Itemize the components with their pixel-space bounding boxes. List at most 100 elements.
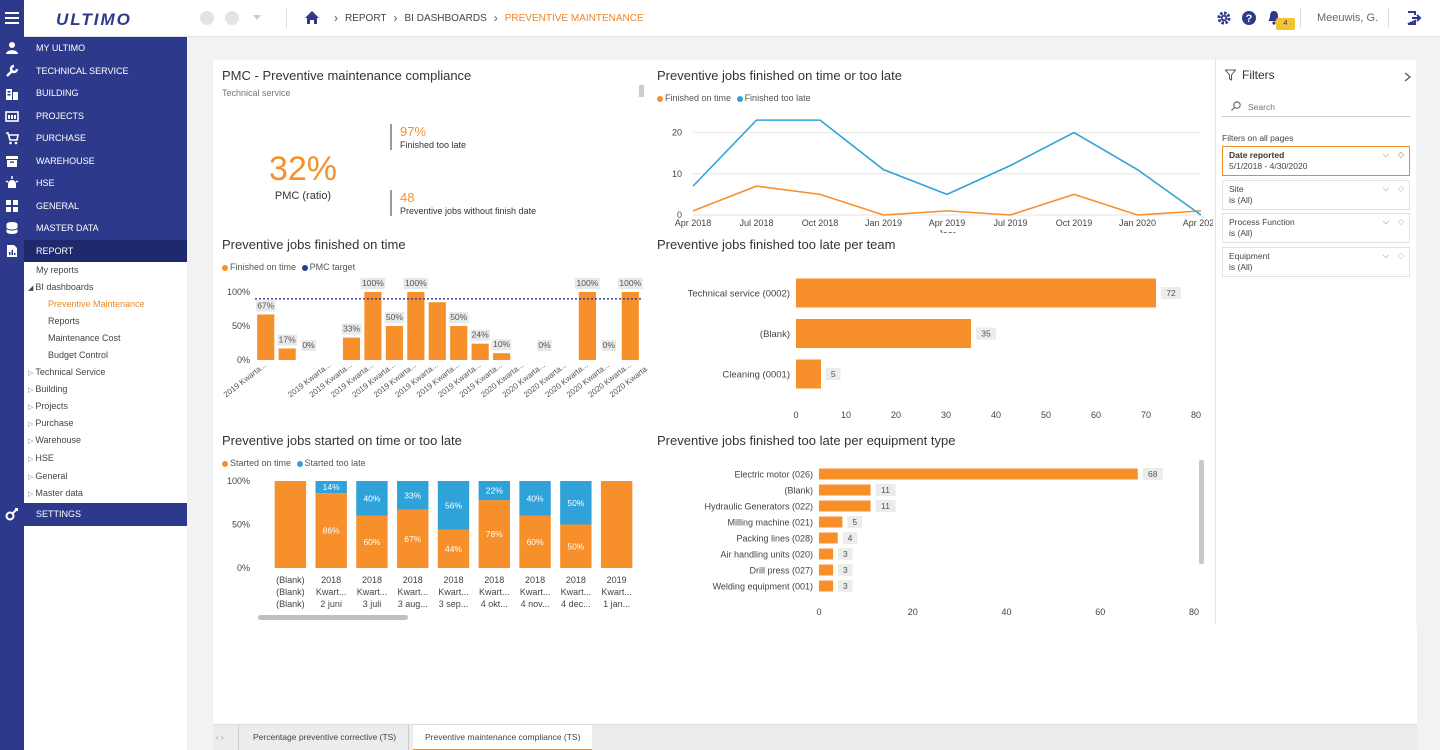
- data-label-bg[interactable]: [448, 312, 469, 323]
- bar[interactable]: [385, 326, 403, 360]
- data-label-bg[interactable]: [384, 312, 405, 323]
- grid-icon[interactable]: [5, 199, 19, 213]
- app-logo[interactable]: ULTIMO: [56, 10, 132, 29]
- stacked-segment[interactable]: [356, 481, 388, 516]
- stacked-segment[interactable]: [519, 515, 551, 568]
- filter-card-equipment[interactable]: Equipment is (All) ⌵ ◇: [1222, 247, 1410, 277]
- stacked-segment[interactable]: [560, 524, 592, 569]
- data-label-bg[interactable]: [617, 278, 643, 289]
- help-icon[interactable]: ?: [1241, 10, 1257, 26]
- breadcrumb-item-report[interactable]: REPORT: [345, 12, 387, 24]
- data-label-bg[interactable]: [601, 340, 617, 351]
- history-dropdown-icon[interactable]: [253, 15, 261, 21]
- stacked-segment[interactable]: [478, 500, 510, 568]
- legend-entry-finished-on-time[interactable]: Finished on time: [230, 262, 297, 272]
- building-icon[interactable]: [5, 86, 19, 100]
- bar[interactable]: [819, 468, 1138, 480]
- filter-card-process-function[interactable]: Process Function is (All) ⌵ ◇: [1222, 213, 1410, 243]
- filter-card-date-reported[interactable]: Date reported 5/1/2018 - 4/30/2020 ⌵ ◇: [1222, 146, 1410, 176]
- data-label-bg[interactable]: [838, 548, 853, 560]
- nav-sub-building[interactable]: ▷ Building: [28, 381, 67, 399]
- data-label-bg[interactable]: [537, 340, 552, 351]
- data-label-bg[interactable]: [875, 484, 896, 496]
- stacked-segment[interactable]: [397, 509, 429, 568]
- wrench-icon[interactable]: [5, 64, 19, 78]
- data-label-bg[interactable]: [574, 278, 600, 289]
- data-label-bg[interactable]: [277, 334, 297, 346]
- stacked-segment[interactable]: [560, 481, 592, 525]
- team-bar-chart[interactable]: Technical service (0002) 72 (Blank) 35 Clean…: [653, 260, 1213, 425]
- settings-icon[interactable]: [5, 507, 19, 521]
- eraser-icon[interactable]: ◇: [1397, 217, 1404, 226]
- prev-tab-icon[interactable]: ‹: [216, 733, 219, 742]
- projects-icon[interactable]: [5, 109, 19, 123]
- data-label-bg[interactable]: [301, 340, 316, 351]
- nav-item-general[interactable]: GENERAL: [24, 194, 187, 217]
- legend-entry-started-on-time[interactable]: Started on time: [230, 458, 292, 468]
- data-label-bg[interactable]: [826, 368, 841, 380]
- hse-icon[interactable]: [5, 176, 19, 190]
- stacked-segment[interactable]: [397, 481, 429, 510]
- nav-sub-general[interactable]: ▷ General: [28, 468, 67, 486]
- filter-search-input[interactable]: [1248, 99, 1398, 114]
- nav-sub-master-data[interactable]: ▷ Master data: [28, 485, 83, 503]
- nav-item-warehouse[interactable]: WAREHOUSE: [24, 149, 187, 172]
- data-label-bg[interactable]: [1161, 287, 1181, 299]
- next-tab-icon[interactable]: ›: [220, 733, 224, 742]
- tab-scroll-arrows[interactable]: ‹ ›: [213, 725, 239, 750]
- stacked-segment[interactable]: [478, 481, 510, 501]
- eraser-icon[interactable]: ◇: [1397, 184, 1404, 193]
- report-icon[interactable]: [5, 244, 19, 258]
- legend-entry-started-too-late[interactable]: Started too late: [304, 458, 366, 468]
- stacked-segment[interactable]: [274, 481, 307, 568]
- tab-percentage-preventive-corrective[interactable]: Percentage preventive corrective (TS): [241, 725, 410, 750]
- user-icon[interactable]: [5, 41, 19, 55]
- nav-sub-maintenance-cost[interactable]: Maintenance Cost: [48, 333, 121, 343]
- stacked-segment[interactable]: [437, 481, 470, 530]
- bar[interactable]: [819, 580, 834, 592]
- bar[interactable]: [819, 484, 871, 496]
- legend-entry-finished-on-time[interactable]: Finished on time: [665, 93, 732, 103]
- data-label-bg[interactable]: [491, 339, 512, 351]
- series-line-0[interactable]: [692, 185, 1202, 216]
- eraser-icon[interactable]: ◇: [1397, 251, 1404, 260]
- filter-search-box[interactable]: [1222, 97, 1410, 117]
- kpi-scrollbar[interactable]: [639, 85, 644, 97]
- chevron-down-icon[interactable]: ⌵: [1382, 251, 1389, 260]
- nav-sub-projects[interactable]: ▷ Projects: [28, 398, 68, 416]
- data-label-bg[interactable]: [470, 329, 490, 341]
- nav-sub-purchase[interactable]: ▷ Purchase: [28, 415, 73, 433]
- bar[interactable]: [342, 337, 361, 360]
- home-icon[interactable]: [304, 10, 320, 25]
- nav-sub-bi-dashboards[interactable]: ◢ BI dashboards: [28, 279, 93, 297]
- menu-button[interactable]: [0, 0, 24, 37]
- bar[interactable]: [450, 326, 468, 360]
- vertical-scrollbar[interactable]: [1199, 460, 1204, 564]
- logout-icon[interactable]: [1406, 10, 1422, 26]
- bar[interactable]: [364, 292, 382, 360]
- bar[interactable]: [493, 353, 511, 360]
- stacked-segment[interactable]: [315, 481, 347, 494]
- nav-item-projects[interactable]: PROJECTS: [24, 104, 187, 127]
- nav-sub-technical-service[interactable]: ▷ Technical Service: [28, 364, 105, 382]
- nav-sub-warehouse[interactable]: ▷ Warehouse: [28, 432, 81, 450]
- data-label-bg[interactable]: [838, 580, 853, 592]
- bar[interactable]: [819, 516, 843, 528]
- bar[interactable]: [819, 564, 834, 576]
- bar[interactable]: [471, 343, 489, 360]
- data-label-bg[interactable]: [838, 564, 853, 576]
- nav-item-report[interactable]: REPORT: [24, 239, 187, 262]
- bar[interactable]: [257, 314, 275, 360]
- started-stacked-chart[interactable]: 0% 50% 100% (Blank) (Blank) (Blank) 86% 14% 2018…: [213, 472, 648, 622]
- stacked-segment[interactable]: [437, 529, 470, 568]
- legend-entry-finished-too-late[interactable]: Finished too late: [744, 93, 811, 103]
- bar[interactable]: [819, 532, 838, 544]
- nav-sub-budget-control[interactable]: Budget Control: [48, 350, 109, 360]
- cart-icon[interactable]: [5, 131, 19, 145]
- bar[interactable]: [278, 348, 296, 360]
- nav-sub-reports[interactable]: Reports: [48, 316, 80, 326]
- data-label-bg[interactable]: [403, 278, 429, 289]
- filter-card-site[interactable]: Site is (All) ⌵ ◇: [1222, 180, 1410, 210]
- bar[interactable]: [428, 302, 446, 360]
- eraser-icon[interactable]: ◇: [1397, 150, 1404, 159]
